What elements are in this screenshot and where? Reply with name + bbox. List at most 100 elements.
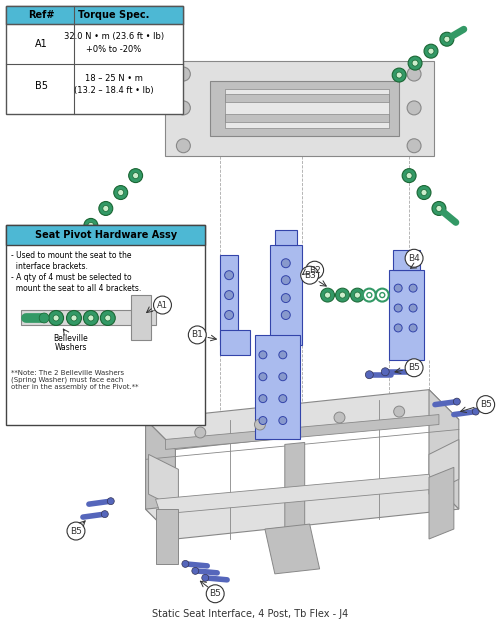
Polygon shape — [6, 6, 184, 25]
Text: Seat Pivot Hardware Assy: Seat Pivot Hardware Assy — [34, 230, 177, 240]
Circle shape — [88, 223, 94, 228]
Circle shape — [108, 498, 114, 504]
Circle shape — [334, 412, 345, 423]
Circle shape — [279, 351, 287, 359]
Polygon shape — [225, 114, 389, 122]
Polygon shape — [255, 335, 300, 440]
Circle shape — [300, 266, 318, 284]
Text: **Note: The 2 Belleville Washers
(Spring Washer) must face each
other in the ass: **Note: The 2 Belleville Washers (Spring… — [12, 370, 139, 390]
Circle shape — [116, 36, 121, 42]
Polygon shape — [166, 415, 439, 449]
Circle shape — [432, 201, 446, 216]
Circle shape — [224, 311, 234, 320]
Circle shape — [424, 44, 438, 58]
Circle shape — [409, 304, 417, 312]
Circle shape — [394, 284, 402, 292]
Circle shape — [67, 522, 85, 540]
Circle shape — [279, 416, 287, 425]
Text: B5: B5 — [34, 81, 48, 91]
Circle shape — [128, 169, 142, 182]
Circle shape — [105, 315, 111, 321]
Circle shape — [71, 315, 77, 321]
Polygon shape — [429, 390, 459, 509]
Circle shape — [279, 373, 287, 381]
Text: 32.0 N • m (23.6 ft • lb): 32.0 N • m (23.6 ft • lb) — [64, 31, 164, 41]
Circle shape — [176, 139, 190, 153]
Circle shape — [394, 406, 404, 417]
Polygon shape — [6, 6, 184, 114]
Circle shape — [132, 172, 138, 179]
Polygon shape — [6, 225, 205, 245]
Circle shape — [100, 311, 116, 325]
Polygon shape — [156, 474, 434, 514]
Polygon shape — [429, 440, 459, 494]
Circle shape — [392, 68, 406, 82]
Circle shape — [84, 311, 98, 325]
Polygon shape — [210, 81, 399, 136]
Polygon shape — [220, 255, 238, 345]
Text: - Used to mount the seat to the: - Used to mount the seat to the — [12, 251, 132, 260]
Circle shape — [376, 289, 388, 301]
Circle shape — [154, 296, 172, 314]
Circle shape — [394, 304, 402, 312]
Circle shape — [103, 206, 109, 211]
Circle shape — [279, 394, 287, 403]
Text: B5: B5 — [480, 400, 492, 409]
Circle shape — [367, 292, 372, 298]
Polygon shape — [166, 61, 434, 156]
Circle shape — [394, 324, 402, 332]
Polygon shape — [389, 270, 424, 360]
Circle shape — [140, 56, 154, 70]
Polygon shape — [146, 420, 176, 539]
Polygon shape — [393, 250, 420, 270]
Circle shape — [224, 270, 234, 280]
Polygon shape — [156, 509, 178, 564]
Polygon shape — [265, 524, 320, 574]
Circle shape — [320, 288, 334, 302]
Text: 18 – 25 N • m: 18 – 25 N • m — [85, 74, 142, 82]
Circle shape — [202, 574, 208, 581]
Circle shape — [282, 294, 290, 303]
Text: A1: A1 — [35, 39, 48, 49]
Circle shape — [396, 72, 402, 78]
Circle shape — [39, 313, 49, 323]
Circle shape — [259, 373, 267, 381]
Circle shape — [421, 189, 427, 196]
Circle shape — [84, 218, 98, 232]
Polygon shape — [148, 454, 178, 509]
Circle shape — [412, 60, 418, 66]
Polygon shape — [270, 245, 302, 345]
Circle shape — [88, 315, 94, 321]
Polygon shape — [285, 442, 304, 541]
Circle shape — [340, 292, 345, 298]
Text: B3: B3 — [304, 270, 316, 280]
Circle shape — [188, 326, 206, 344]
Circle shape — [259, 416, 267, 425]
Circle shape — [259, 351, 267, 359]
Circle shape — [182, 560, 189, 567]
Text: B5: B5 — [408, 364, 420, 372]
Circle shape — [407, 139, 421, 153]
Text: A1: A1 — [157, 301, 168, 309]
Circle shape — [405, 249, 423, 267]
Circle shape — [112, 32, 126, 46]
Circle shape — [380, 292, 384, 298]
Text: - A qty of 4 must be selected to: - A qty of 4 must be selected to — [12, 273, 132, 282]
Circle shape — [306, 261, 324, 279]
Circle shape — [282, 311, 290, 320]
Text: mount the seat to all 4 brackets.: mount the seat to all 4 brackets. — [12, 284, 141, 293]
Polygon shape — [275, 230, 296, 245]
Text: Washers: Washers — [55, 343, 88, 352]
Polygon shape — [146, 479, 459, 539]
Circle shape — [195, 427, 205, 438]
Polygon shape — [146, 390, 459, 449]
Text: B5: B5 — [210, 589, 221, 598]
Circle shape — [48, 311, 64, 325]
Circle shape — [382, 368, 389, 376]
Circle shape — [324, 292, 330, 298]
Polygon shape — [22, 310, 156, 325]
Circle shape — [66, 311, 82, 325]
Circle shape — [405, 359, 423, 377]
Polygon shape — [225, 89, 389, 128]
Text: B4: B4 — [408, 253, 420, 263]
